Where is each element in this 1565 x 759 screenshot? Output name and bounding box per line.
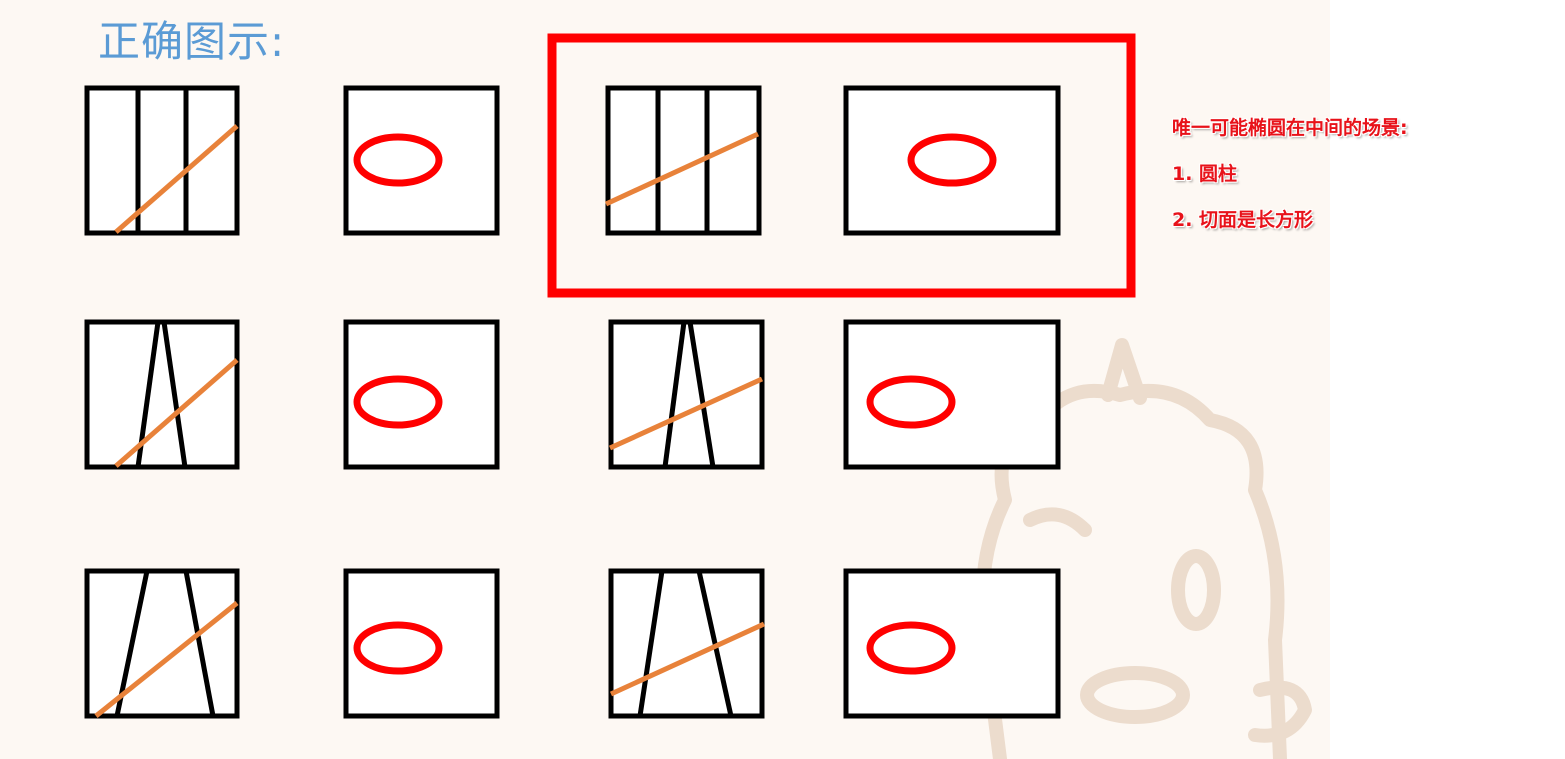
cross-section-view-3: [346, 322, 497, 467]
wide-cone-diagram-1: [87, 571, 237, 716]
cross-section-view-1: [346, 88, 497, 233]
note-item-cylinder: 1. 圆柱: [1172, 160, 1408, 206]
cross-section-view-5: [346, 571, 497, 716]
note-item-rectangle-section: 2. 切面是长方形: [1172, 206, 1408, 252]
slide-canvas: 正确图示:: [0, 0, 1330, 759]
cross-section-view-6: [846, 571, 1058, 716]
diagram-canvas: [0, 0, 1330, 759]
narrow-cone-diagram-1: [87, 322, 237, 467]
cylinder-diagram-2: [606, 88, 759, 233]
wide-cone-diagram-2: [611, 571, 764, 716]
cross-section-view-2: [846, 88, 1058, 233]
annotation-notes: 唯一可能椭圆在中间的场景: 1. 圆柱 2. 切面是长方形: [1172, 114, 1408, 252]
note-heading: 唯一可能椭圆在中间的场景:: [1172, 114, 1408, 160]
cross-section-view-4: [846, 322, 1058, 467]
cylinder-diagram-1: [87, 88, 237, 233]
narrow-cone-diagram-2: [610, 322, 762, 467]
